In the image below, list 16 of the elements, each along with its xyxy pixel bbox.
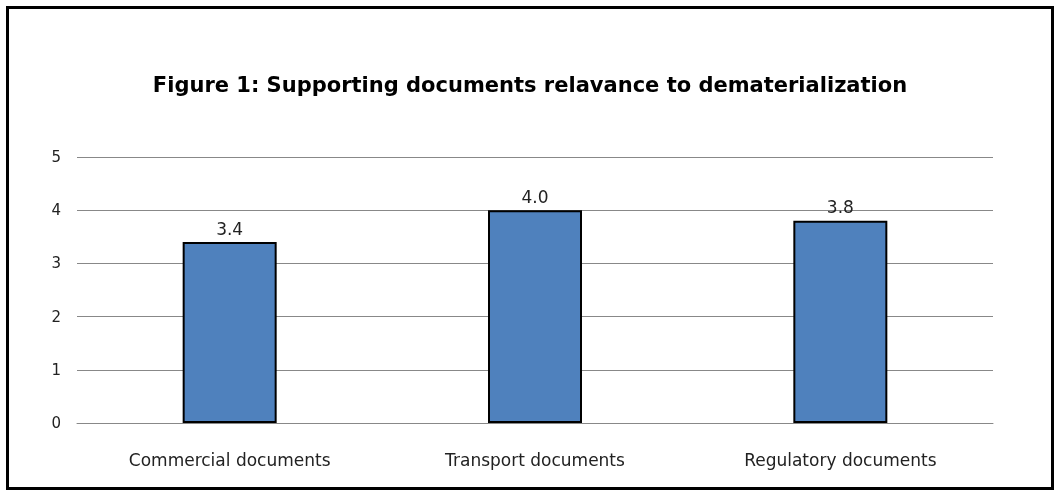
bar: [488, 210, 582, 423]
chart-title: Figure 1: Supporting documents relavance to dematerialization: [152, 72, 908, 97]
y-tick-label: 5: [51, 148, 61, 166]
y-tick-label: 1: [51, 360, 61, 379]
data-label: 4.0: [521, 186, 549, 207]
y-tick-label: 3: [51, 254, 61, 273]
x-tick-label: Transport documents: [444, 449, 626, 470]
y-tick-label: 4: [51, 201, 61, 220]
bar: [182, 242, 277, 423]
y-tick-label: 0: [51, 414, 61, 432]
x-tick-label: Regulatory documents: [744, 449, 937, 470]
data-label: 3.8: [826, 197, 854, 218]
data-label: 3.4: [216, 218, 244, 239]
bar: [793, 220, 888, 423]
x-tick-label: Commercial documents: [128, 449, 331, 470]
y-tick-label: 2: [51, 307, 61, 326]
